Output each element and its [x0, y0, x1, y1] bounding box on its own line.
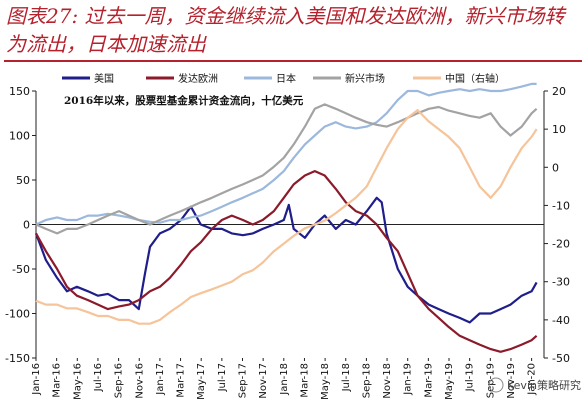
x-tick-label: Mar-16: [52, 363, 63, 398]
x-tick-label: Nov-19: [506, 363, 517, 399]
axes: 150100500-50-100-15020100-10-20-30-40-50…: [5, 85, 570, 400]
x-tick-label: Mar-18: [299, 363, 310, 398]
y-right-tick-label: -50: [552, 352, 570, 365]
legend-label-3: 新兴市场: [345, 72, 385, 85]
y-right-tick-label: -20: [552, 238, 570, 251]
x-tick-label: Sep-16: [114, 363, 125, 398]
series-line-0: [34, 196, 538, 324]
series-line-3: [35, 103, 538, 235]
y-right-tick-label: -30: [552, 276, 570, 289]
x-tick-label: Jan-16: [31, 363, 42, 396]
legend-label-4: 中国（右轴）: [445, 72, 505, 85]
x-tick-label: Jul-16: [93, 363, 104, 392]
legend-label-0: 美国: [94, 72, 114, 85]
series-line-1: [35, 170, 538, 353]
x-tick-label: May-19: [444, 363, 455, 400]
x-tick-label: Nov-18: [382, 363, 393, 399]
watermark: Kevin策略研究: [488, 377, 581, 393]
y-left-tick-label: -100: [5, 308, 30, 321]
x-tick-label: May-17: [196, 363, 207, 400]
x-tick-label: Mar-19: [423, 363, 434, 398]
x-tick-label: Sep-18: [361, 363, 372, 398]
x-tick-label: Jan-19: [403, 363, 414, 396]
legend-label-2: 日本: [276, 72, 296, 85]
chart-annotation: 2016年以来，股票型基金累计资金流向，十亿美元: [64, 94, 304, 107]
watermark-text: Kevin策略研究: [507, 378, 581, 392]
legend: 美国 发达欧洲 日本 新兴市场 中国（右轴）: [62, 72, 505, 85]
y-left-tick-label: -50: [12, 263, 30, 276]
x-tick-label: Nov-17: [258, 363, 269, 399]
series-line-4: [35, 109, 538, 325]
legend-label-1: 发达欧洲: [178, 72, 218, 85]
x-tick-label: Jan-17: [155, 363, 166, 396]
x-tick-label: Nov-16: [134, 363, 145, 399]
y-right-tick-label: 0: [552, 161, 559, 174]
y-left-tick-label: 100: [9, 130, 30, 143]
y-right-tick-label: 10: [552, 123, 566, 136]
x-tick-label: Jul-19: [465, 363, 476, 392]
y-left-tick-label: -150: [5, 352, 30, 365]
y-left-tick-label: 0: [23, 219, 30, 232]
chart-title: 图表27: 过去一周，资金继续流入美国和发达欧洲，新兴市场转为流出，日本加速流出: [6, 4, 565, 56]
y-right-tick-label: 20: [552, 85, 566, 98]
x-tick-label: Mar-17: [176, 363, 187, 398]
series-line-2: [35, 82, 537, 226]
y-left-tick-label: 50: [16, 174, 30, 187]
x-tick-label: Jan-18: [279, 363, 290, 396]
x-tick-label: Sep-17: [238, 363, 249, 398]
x-tick-label: Jul-18: [341, 363, 352, 392]
y-right-tick-label: -40: [552, 314, 570, 327]
x-tick-label: Jul-17: [217, 363, 228, 392]
x-tick-label: May-16: [72, 363, 83, 400]
title-underline: [4, 60, 582, 62]
y-left-tick-label: 150: [9, 85, 30, 98]
x-tick-label: May-18: [320, 363, 331, 400]
series-lines: [34, 82, 538, 353]
x-tick-label: Jan-20: [527, 363, 538, 396]
y-right-tick-label: -10: [552, 199, 570, 212]
